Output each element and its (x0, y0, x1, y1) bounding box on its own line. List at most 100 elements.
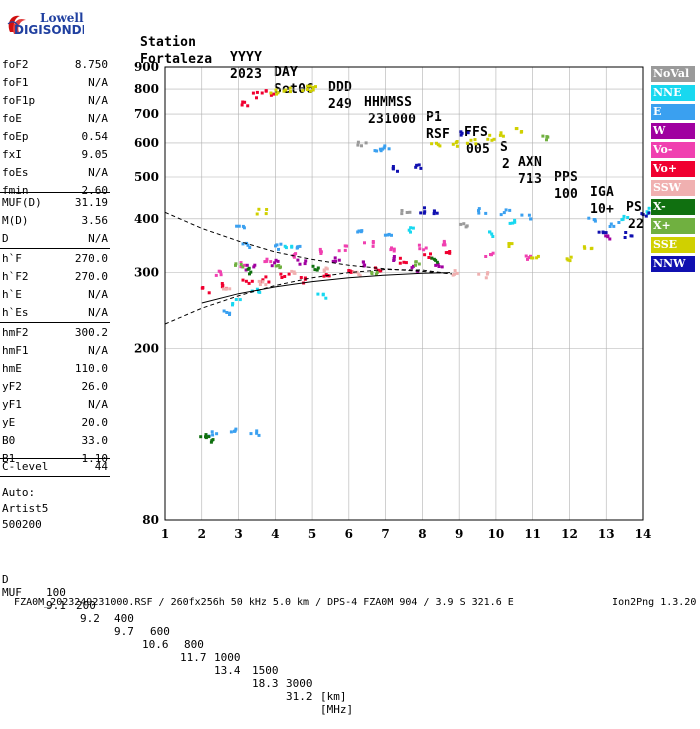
header-value: 713 (518, 172, 543, 187)
echo-point (242, 226, 246, 230)
echo-point (308, 84, 312, 88)
echo-point (260, 91, 264, 95)
legend-item: SSW (651, 180, 695, 196)
version-label: Ion2Png 1.3.20 (612, 597, 697, 608)
x-tick-label: 6 (345, 527, 353, 541)
param-name: foE (2, 112, 22, 125)
echo-point (274, 258, 278, 262)
header-values-row: Fortaleza 2023 Set06 249 231000 RSF 005 … (140, 37, 644, 247)
echo-point (228, 287, 232, 291)
echo-point (459, 133, 463, 137)
echo-point (327, 274, 331, 278)
echo-point (319, 249, 322, 253)
x-tick-label: 14 (635, 527, 652, 541)
echo-point (246, 267, 250, 271)
scaled-parameters-panel: foF2 8.750 foF1 N/A foF1p N/A foE N/A foEp 0.… (0, 58, 112, 528)
param-value: N/A (88, 166, 108, 179)
echo-point (432, 257, 436, 261)
muf-value: 11.7 (180, 651, 207, 664)
echo-point (299, 276, 303, 279)
x-tick-label: 11 (524, 527, 541, 541)
distance-label: D (2, 573, 9, 586)
header-value: Fortaleza (140, 52, 213, 67)
echo-point (491, 251, 495, 255)
auto-line-3: 500200 (2, 518, 42, 531)
echo-point (504, 208, 508, 212)
logo-swirl-icon (7, 15, 26, 34)
echo-point (430, 256, 434, 260)
echo-point (207, 291, 211, 295)
echo-point (315, 268, 319, 272)
param-divider (0, 192, 110, 193)
echo-point (451, 142, 455, 146)
echo-point (513, 218, 517, 222)
param-name: hmF2 (2, 326, 29, 339)
param-name: hmE (2, 362, 22, 375)
legend-item: W (651, 123, 695, 139)
version-label-box: Ion2Png 1.3.20 (600, 586, 696, 608)
echo-point (234, 263, 237, 267)
echo-point (435, 141, 438, 145)
echo-point (382, 146, 386, 150)
echo-point (298, 244, 302, 248)
echo-point (290, 269, 294, 273)
echo-point (319, 252, 323, 255)
echo-point (241, 100, 245, 104)
param-value: 0.54 (81, 130, 109, 143)
echo-point (269, 260, 273, 264)
echo-point (390, 233, 393, 237)
echo-point (409, 230, 412, 234)
param-row: yF2 26.0 (2, 380, 108, 396)
param-value: 26.0 (81, 380, 109, 393)
echo-point (514, 127, 518, 131)
echo-point (590, 246, 594, 250)
legend-item: X+ (651, 218, 695, 234)
echo-point (429, 252, 432, 256)
echo-point (498, 133, 502, 137)
echo-point (541, 134, 545, 138)
echo-point (486, 271, 490, 275)
muf-value: 10.6 (142, 638, 169, 651)
echo-point (624, 231, 628, 234)
plot-axes: 1 2 3 4 5 6 7 8 9 10 11 12 13 14802003004005006007008… (134, 60, 651, 541)
x-tick-label: 7 (381, 527, 389, 541)
echo-point (220, 282, 224, 285)
echo-point (234, 427, 238, 431)
echo-point (279, 272, 283, 276)
echo-point (282, 89, 286, 93)
echo-point (309, 89, 312, 93)
echo-point (267, 280, 271, 284)
auto-line-2: Artist5 (2, 502, 49, 515)
echo-point (356, 230, 360, 234)
echo-point (243, 263, 247, 267)
param-name: D (2, 232, 9, 245)
x-tick-label: 12 (561, 527, 578, 541)
legend-item: E (651, 104, 695, 120)
echo-point (587, 216, 591, 220)
param-row: hmE 110.0 (2, 362, 108, 378)
echo-point (415, 163, 419, 167)
echo-point (239, 263, 243, 266)
echo-point (392, 259, 396, 262)
muf-value: 9.2 (80, 612, 100, 625)
plot-echo-points (199, 84, 651, 444)
legend-label: X- (653, 200, 666, 213)
x-tick-label: 4 (271, 527, 279, 541)
echo-point (465, 141, 469, 145)
x-tick-label: 9 (455, 527, 463, 541)
echo-point (241, 278, 245, 282)
echo-point (324, 273, 328, 277)
header-value: Set06 (274, 82, 315, 97)
echo-point (438, 144, 442, 148)
echo-point (424, 246, 428, 250)
echo-point (322, 269, 326, 273)
param-value: N/A (88, 288, 108, 301)
echo-point (454, 141, 458, 145)
echo-point (304, 259, 308, 263)
echo-point (284, 88, 288, 92)
echo-point (430, 142, 434, 146)
echo-point (488, 133, 492, 137)
header-label: IGA (590, 185, 615, 200)
echo-point (261, 280, 265, 284)
y-tick-label: 700 (134, 107, 159, 121)
